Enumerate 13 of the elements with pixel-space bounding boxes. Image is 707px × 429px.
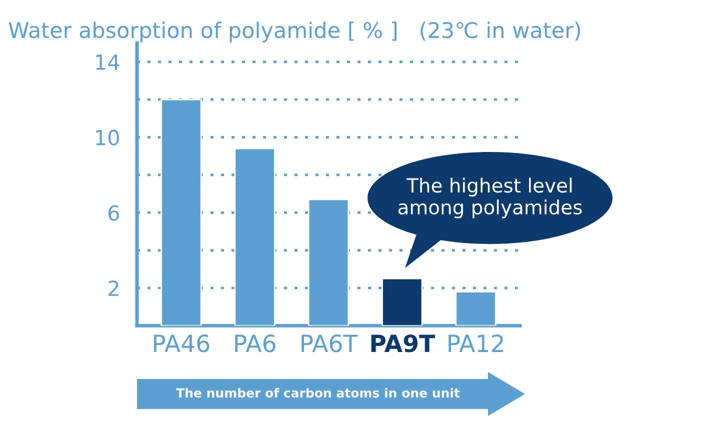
bar <box>382 278 423 326</box>
y-tick-label: 2 <box>108 280 118 296</box>
x-tick-label: PA46 <box>154 334 210 352</box>
text: The number of carbon atoms in one unit <box>176 388 460 398</box>
y-tick-label: 14 <box>96 54 120 70</box>
y-tick-label: 6 <box>108 205 120 221</box>
annotation: The highest level among polyamides <box>398 178 582 218</box>
x-tick-label: PA6 <box>235 334 276 352</box>
x-tick-label: PA12 <box>448 334 503 352</box>
x-tick-label: PA6T <box>302 334 358 352</box>
x-tick-label: PA9T <box>371 334 436 352</box>
chart-title: Water absorption of polyamide [ % ] (23℃ in water) <box>8 22 580 42</box>
y-tick-label: 10 <box>96 130 119 146</box>
